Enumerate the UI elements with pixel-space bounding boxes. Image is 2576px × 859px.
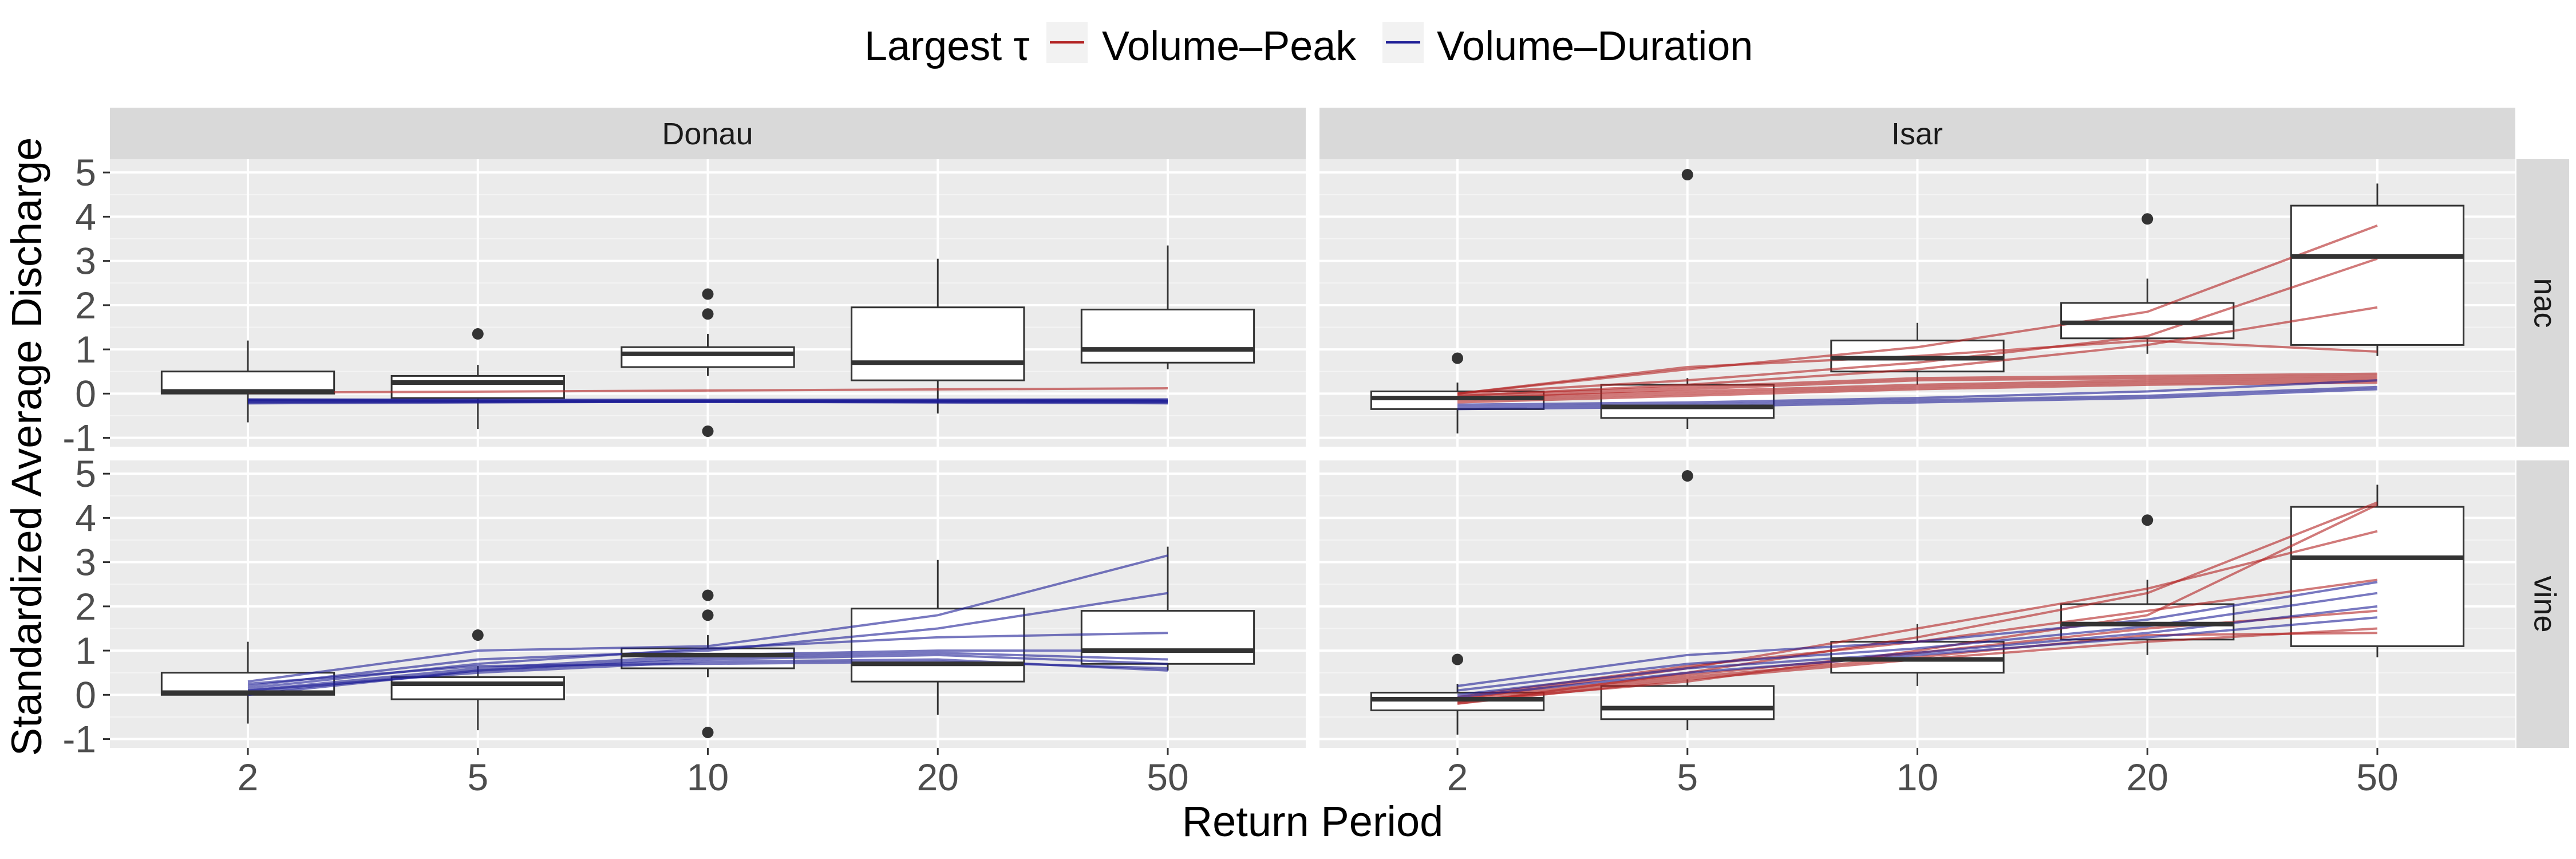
x-tick-label: 10 [687, 756, 729, 798]
y-tick-label: 0 [75, 673, 96, 716]
y-tick-label: 4 [75, 195, 96, 238]
panel-donau-nac [110, 159, 1306, 447]
y-tick-label: 5 [75, 151, 96, 194]
series-line-volume-duration [248, 399, 1168, 403]
box-outlier [1681, 470, 1693, 482]
box-outlier [702, 589, 714, 601]
box-body [390, 676, 565, 700]
column-strips: Donau Isar [110, 108, 2515, 159]
box-5 [390, 629, 565, 731]
series-line-volume-peak [1457, 377, 2377, 400]
series-line-volume-peak [1457, 379, 2377, 401]
strip-vine-bg [2516, 460, 2569, 748]
panel-isar-nac [1319, 159, 2515, 447]
y-tick-label: 1 [75, 629, 96, 672]
series-line-volume-peak [1457, 306, 2378, 397]
box-body [390, 375, 565, 399]
box-outlier [2142, 213, 2154, 225]
x-axis-right: 2 5 10 20 50 [1447, 748, 2399, 798]
y-tick-label: 3 [75, 541, 96, 584]
y-tick-label: -1 [62, 417, 96, 459]
y-tick-label: 1 [75, 328, 96, 371]
strip-isar-label: Isar [1891, 117, 1943, 151]
series-line-volume-peak [1457, 224, 2378, 395]
y-tick-label: -1 [62, 718, 96, 761]
y-tick-label: 5 [75, 452, 96, 495]
strip-isar-bg [1319, 108, 2515, 159]
x-tick-label: 2 [238, 756, 259, 798]
y-axis-title: Standardized Average Discharge [3, 137, 50, 756]
box-5 [1600, 470, 1775, 731]
box-10 [621, 288, 795, 437]
box-outlier [472, 328, 484, 340]
box-outlier [702, 609, 714, 621]
x-tick-label: 50 [2356, 756, 2398, 798]
series-line-volume-peak [1457, 257, 2378, 395]
x-axis-left: 2 5 10 20 50 [238, 748, 1189, 798]
series-line-volume-peak [248, 387, 1168, 394]
box-body [621, 346, 795, 368]
box-outlier [1452, 653, 1464, 665]
x-tick-label: 50 [1147, 756, 1188, 798]
box-outlier [702, 288, 714, 300]
panel-donau-vine [110, 460, 1306, 748]
strip-nac-label: nac [2528, 278, 2562, 328]
y-tick-label: 2 [75, 585, 96, 628]
box-body [1080, 309, 1255, 364]
y-tick-label: 3 [75, 240, 96, 282]
strip-donau-label: Donau [662, 117, 753, 151]
series-line-volume-duration [1457, 379, 2378, 406]
series-line-volume-peak [1457, 375, 2377, 400]
x-tick-label: 20 [917, 756, 959, 798]
y-tick-label: 0 [75, 372, 96, 415]
series-line-volume-duration [247, 554, 1168, 683]
legend-title: Largest τ [864, 23, 1030, 69]
x-axis-title: Return Period [1182, 798, 1444, 845]
legend-label-volume-peak: Volume–Peak [1102, 23, 1357, 69]
panel-isar-vine [1319, 460, 2515, 748]
box-body [1600, 685, 1775, 720]
box-outlier [1452, 352, 1464, 364]
series-line-volume-duration [1457, 616, 2378, 699]
series-line-volume-peak [1457, 381, 2377, 404]
box-50 [1080, 245, 1255, 369]
legend-label-volume-duration: Volume–Duration [1437, 23, 1753, 69]
box-outlier [2142, 514, 2154, 526]
series-line-volume-duration [247, 592, 1168, 687]
series-line-volume-peak [1457, 372, 2377, 397]
box-outlier [702, 308, 714, 320]
box-outlier [1681, 169, 1693, 181]
box-body [851, 306, 1025, 381]
series-line-volume-duration [1457, 592, 2378, 692]
row-strips: nac vine [2516, 159, 2569, 748]
box-outlier [472, 629, 484, 641]
box-body [2290, 506, 2465, 647]
box-5 [390, 328, 565, 430]
box-20 [851, 258, 1025, 414]
legend: Largest τ Volume–Peak Volume–Duration [864, 22, 1753, 69]
legend-key-volume-duration [1382, 22, 1424, 63]
y-tick-label: 4 [75, 497, 96, 539]
box-body [2290, 204, 2465, 346]
x-tick-label: 20 [2127, 756, 2168, 798]
box-50 [2290, 183, 2465, 356]
x-tick-label: 5 [467, 756, 488, 798]
x-tick-label: 10 [1897, 756, 1938, 798]
x-tick-label: 5 [1677, 756, 1698, 798]
y-tick-label: 2 [75, 284, 96, 326]
strip-vine-label: vine [2528, 576, 2562, 632]
legend-key-volume-peak [1046, 22, 1088, 63]
x-tick-label: 2 [1447, 756, 1468, 798]
series-line-volume-duration [1457, 581, 2378, 687]
box-outlier [702, 726, 714, 738]
strip-nac-bg [2516, 159, 2569, 447]
series-line-volume-peak [1457, 530, 2378, 701]
strip-donau-bg [110, 108, 1306, 159]
box-body [1080, 610, 1255, 665]
box-outlier [702, 425, 714, 437]
